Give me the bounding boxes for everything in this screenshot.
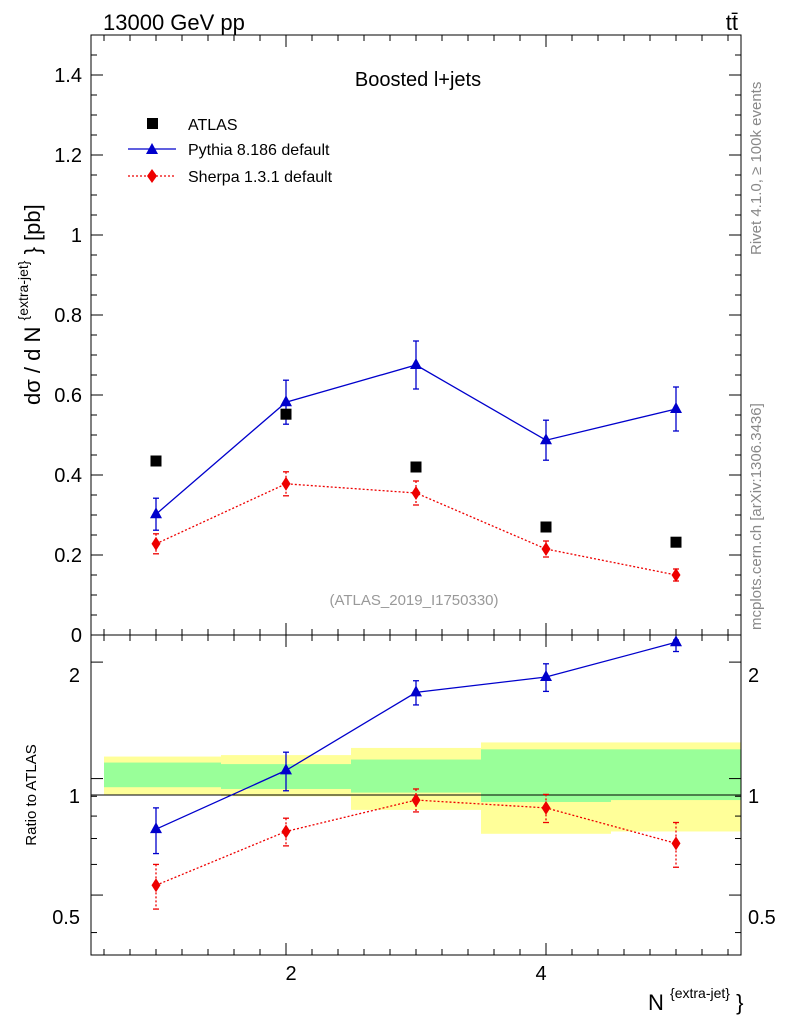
main-series-layer [150, 340, 682, 582]
ratio-pythia-point [670, 635, 682, 647]
x-axis-label: N {extra-jet} } [648, 978, 743, 1015]
y-tick-label: 1.4 [54, 65, 82, 87]
ratio-y-tick-label: 1 [69, 786, 80, 808]
analysis-label: (ATLAS_2019_I1750330) [329, 592, 498, 609]
y-tick-label: 0.8 [54, 305, 82, 327]
ratio-sherpa-point [541, 800, 551, 815]
x-tick-label: 2 [285, 963, 296, 985]
ratio-band-green [481, 749, 611, 802]
ratio-band-green [104, 762, 221, 788]
pythia-point [410, 358, 422, 369]
legend-marker-sherpa [147, 169, 157, 183]
y-label-main: dσ / d N [20, 327, 45, 405]
mcplots-label: mcplots.cern.ch [arXiv:1306.3436] [748, 403, 765, 630]
sherpa-point [151, 536, 161, 551]
ratio-frame [90, 634, 742, 956]
ratio-sherpa-point [151, 878, 161, 893]
pythia-point [280, 395, 292, 407]
sherpa-point [541, 542, 551, 556]
ratio-y-axis-label: Ratio to ATLAS [23, 744, 40, 845]
ratio-pythia-point [540, 670, 552, 682]
atlas-point [150, 455, 162, 467]
legend-label-sherpa: Sherpa 1.3.1 default [188, 169, 333, 186]
ratio-sherpa-point [671, 836, 681, 851]
atlas-point [670, 536, 682, 548]
x-label-main: N [648, 990, 664, 1015]
ratio-band-green [611, 749, 741, 801]
pythia-point [670, 402, 682, 413]
legend-marker-atlas [147, 118, 158, 129]
ratio-y-tick-labels-left: 0.5 1 2 [52, 665, 80, 929]
atlas-point [280, 408, 292, 420]
y-tick-label: 0.2 [54, 545, 82, 567]
ratio-y-tick-label: 1 [748, 786, 759, 808]
atlas-point [410, 461, 422, 473]
rivet-label: Rivet 4.1.0, ≥ 100k events [748, 82, 765, 255]
main-y-tick-labels: 0 0.2 0.4 0.6 0.8 1 1.2 1.4 [54, 65, 82, 647]
ratio-pythia-point [280, 763, 292, 775]
energy-label: 13000 GeV pp [103, 10, 245, 35]
pythia-point [540, 433, 552, 445]
x-tick-labels: 2 4 [285, 963, 546, 985]
legend-label-pythia: Pythia 8.186 default [188, 142, 330, 159]
y-tick-label: 1.2 [54, 145, 82, 167]
legend-marker-pythia [146, 143, 158, 154]
y-tick-label: 0 [71, 625, 82, 647]
y-label-sup: {extra-jet} [15, 260, 31, 320]
sherpa-point [671, 568, 681, 582]
ratio-pythia-point [150, 822, 162, 834]
pythia-point [150, 507, 162, 519]
ratio-y-tick-label: 2 [69, 665, 80, 687]
x-label-close: } [736, 990, 743, 1015]
y-tick-label: 0.6 [54, 385, 82, 407]
ratio-axis-ticks [91, 635, 741, 955]
ratio-series-layer [150, 635, 682, 910]
plot-title: Boosted l+jets [355, 69, 481, 91]
sherpa-point [411, 486, 421, 500]
ratio-sherpa-line [155, 799, 677, 886]
svg-text:dσ / d N {extra-jet}: dσ / d N {extra-jet} } [pb] [8, 204, 45, 405]
y-tick-label: 1 [71, 225, 82, 247]
ratio-y-tick-label: 2 [748, 665, 759, 687]
ratio-band-green [351, 759, 481, 793]
process-label: tt̄ [726, 10, 738, 35]
y-label-unit: } [pb] [20, 204, 45, 254]
ratio-y-tick-label: 0.5 [52, 907, 80, 929]
ratio-sherpa-point [411, 793, 421, 808]
legend-label-atlas: ATLAS [188, 117, 238, 134]
atlas-point [540, 521, 552, 533]
ratio-y-tick-label: 0.5 [748, 907, 776, 929]
ratio-y-tick-labels-right: 0.5 1 2 [748, 665, 776, 929]
sherpa-point [281, 476, 291, 491]
y-tick-label: 0.4 [54, 465, 82, 487]
ratio-pythia-point [410, 685, 422, 697]
legend: ATLAS Pythia 8.186 default Sherpa 1.3.1 … [128, 117, 333, 186]
x-label-sup: {extra-jet} [670, 985, 730, 1001]
main-y-axis-label: dσ / d N {extra-jet} } [pb] [8, 204, 45, 405]
ratio-uncertainty-bands [104, 742, 741, 834]
x-tick-label: 4 [535, 963, 546, 985]
ratio-sherpa-point [281, 824, 291, 839]
